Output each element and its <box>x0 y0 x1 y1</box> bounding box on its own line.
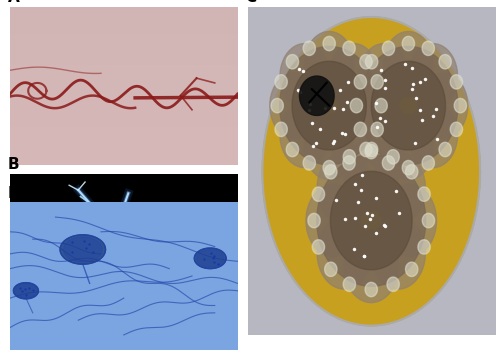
Polygon shape <box>330 171 412 270</box>
Polygon shape <box>372 61 446 150</box>
Polygon shape <box>64 237 102 262</box>
Polygon shape <box>14 283 38 299</box>
Polygon shape <box>349 73 399 138</box>
Polygon shape <box>303 41 316 55</box>
Polygon shape <box>275 75 287 89</box>
Polygon shape <box>387 149 400 164</box>
Polygon shape <box>343 277 355 291</box>
Polygon shape <box>365 282 378 297</box>
Polygon shape <box>329 44 378 109</box>
Polygon shape <box>303 156 316 170</box>
Polygon shape <box>16 284 36 297</box>
Polygon shape <box>300 76 334 115</box>
Polygon shape <box>304 31 354 97</box>
Polygon shape <box>371 75 384 89</box>
Polygon shape <box>382 156 394 170</box>
Polygon shape <box>275 122 287 137</box>
Polygon shape <box>408 102 458 168</box>
Polygon shape <box>422 213 434 228</box>
Polygon shape <box>317 155 426 286</box>
Polygon shape <box>422 156 434 170</box>
Polygon shape <box>308 213 320 228</box>
Polygon shape <box>418 240 430 254</box>
Polygon shape <box>360 142 372 157</box>
Polygon shape <box>286 142 298 157</box>
Polygon shape <box>450 75 462 89</box>
Polygon shape <box>408 44 458 109</box>
Polygon shape <box>304 114 354 180</box>
Polygon shape <box>360 55 372 69</box>
Polygon shape <box>359 47 458 165</box>
Polygon shape <box>359 102 408 168</box>
Polygon shape <box>339 73 388 138</box>
Polygon shape <box>329 102 378 168</box>
Polygon shape <box>366 55 378 69</box>
Polygon shape <box>418 73 468 138</box>
Polygon shape <box>286 55 298 69</box>
Polygon shape <box>324 262 337 277</box>
Polygon shape <box>196 250 224 267</box>
Polygon shape <box>384 31 433 97</box>
Polygon shape <box>262 17 480 326</box>
Polygon shape <box>384 114 433 180</box>
Polygon shape <box>317 217 372 289</box>
Polygon shape <box>323 160 336 175</box>
Polygon shape <box>359 44 408 109</box>
Polygon shape <box>418 187 430 201</box>
Polygon shape <box>280 44 330 109</box>
Polygon shape <box>271 98 283 113</box>
Polygon shape <box>402 36 414 51</box>
Polygon shape <box>406 165 418 179</box>
Polygon shape <box>382 41 394 55</box>
Polygon shape <box>439 142 452 157</box>
Polygon shape <box>402 160 414 175</box>
Polygon shape <box>371 152 426 224</box>
Text: B: B <box>8 157 19 172</box>
Polygon shape <box>439 55 452 69</box>
Polygon shape <box>366 142 378 157</box>
Polygon shape <box>454 98 466 113</box>
Polygon shape <box>375 98 388 113</box>
Polygon shape <box>354 75 366 89</box>
Polygon shape <box>371 217 426 289</box>
Polygon shape <box>306 185 360 257</box>
Polygon shape <box>323 36 336 51</box>
Polygon shape <box>343 41 355 55</box>
Polygon shape <box>350 98 362 113</box>
Polygon shape <box>422 41 434 55</box>
Polygon shape <box>344 138 399 211</box>
Polygon shape <box>324 165 337 179</box>
Polygon shape <box>343 156 355 170</box>
Polygon shape <box>354 122 366 137</box>
Polygon shape <box>312 240 324 254</box>
Polygon shape <box>292 61 366 150</box>
Polygon shape <box>365 144 378 159</box>
Polygon shape <box>194 248 226 269</box>
Text: C: C <box>245 0 256 5</box>
Polygon shape <box>344 230 399 302</box>
Polygon shape <box>317 152 372 224</box>
Polygon shape <box>450 122 462 137</box>
Text: A: A <box>8 0 19 5</box>
Polygon shape <box>312 187 324 201</box>
Polygon shape <box>343 149 355 164</box>
Polygon shape <box>270 73 320 138</box>
Polygon shape <box>280 47 378 165</box>
Polygon shape <box>371 122 384 137</box>
Polygon shape <box>382 185 436 257</box>
Polygon shape <box>280 102 330 168</box>
Polygon shape <box>387 277 400 291</box>
Polygon shape <box>406 262 418 277</box>
Text: D: D <box>8 186 20 201</box>
Polygon shape <box>60 235 106 264</box>
